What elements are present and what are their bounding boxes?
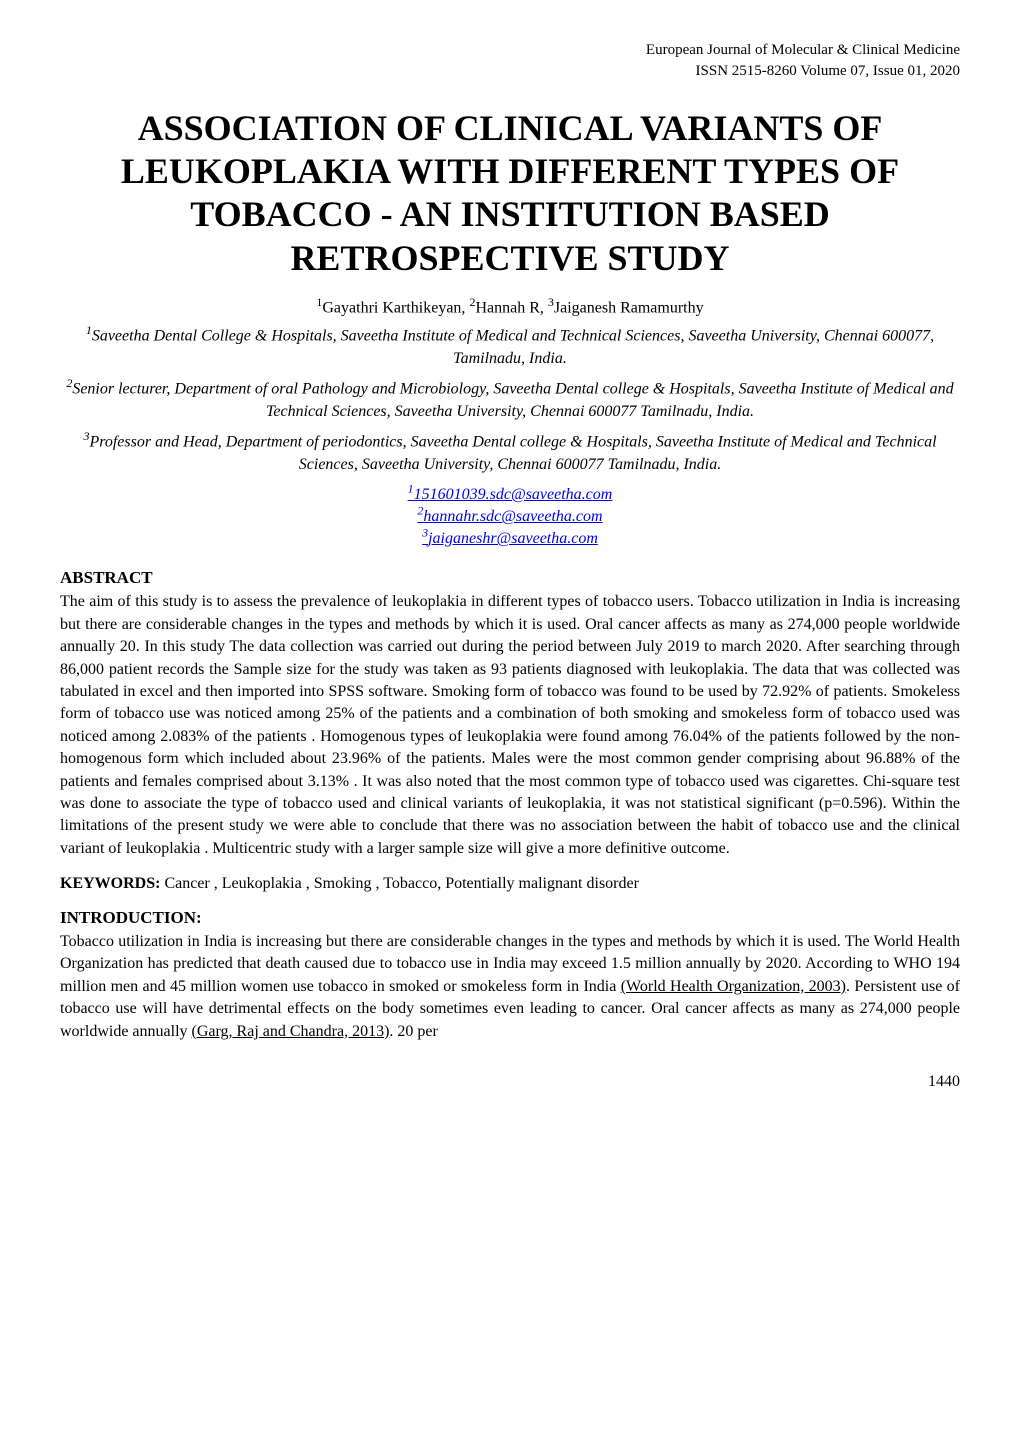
email-text: hannahr.sdc@saveetha.com [423,508,602,525]
email-text: 151601039.sdc@saveetha.com [414,486,613,503]
email-text: jaiganeshr@saveetha.com [428,530,598,547]
citation-ref: (World Health Organization, 2003) [621,978,846,995]
introduction-text: Tobacco utilization in India is increasi… [60,931,960,1043]
citation-ref: (Garg, Raj and Chandra, 2013) [192,1023,390,1040]
authors-list: 1Gayathri Karthikeyan, 2Hannah R, 3Jaiga… [60,295,960,317]
abstract-text: The aim of this study is to assess the p… [60,591,960,860]
author-name: Gayathri Karthikeyan, [322,299,469,316]
affiliation-3: 3Professor and Head, Department of perio… [60,428,960,476]
email-link-1[interactable]: 1151601039.sdc@saveetha.com [408,486,613,503]
issn-volume: ISSN 2515-8260 Volume 07, Issue 01, 2020 [60,61,960,82]
journal-header: European Journal of Molecular & Clinical… [60,40,960,82]
abstract-heading: ABSTRACT [60,568,960,588]
affiliation-2: 2Senior lecturer, Department of oral Pat… [60,375,960,423]
journal-name: European Journal of Molecular & Clinical… [60,40,960,61]
affiliation-text: Professor and Head, Department of period… [89,434,936,473]
introduction-heading: INTRODUCTION: [60,908,960,928]
author-name: Jaiganesh Ramamurthy [554,299,704,316]
author-name: Hannah R, [475,299,547,316]
affiliation-text: Saveetha Dental College & Hospitals, Sav… [92,327,934,366]
keywords-label: KEYWORDS: [60,875,164,892]
email-link-3[interactable]: 3jaiganeshr@saveetha.com [422,530,598,547]
keywords-line: KEYWORDS: Cancer , Leukoplakia , Smoking… [60,875,960,893]
affiliation-text: Senior lecturer, Department of oral Path… [72,381,953,420]
emails-block: 1151601039.sdc@saveetha.com 2hannahr.sdc… [60,481,960,548]
email-link-2[interactable]: 2hannahr.sdc@saveetha.com [417,508,602,525]
affiliation-1: 1Saveetha Dental College & Hospitals, Sa… [60,322,960,370]
keywords-text: Cancer , Leukoplakia , Smoking , Tobacco… [164,875,638,892]
page-number: 1440 [60,1073,960,1091]
paper-title: ASSOCIATION OF CLINICAL VARIANTS OF LEUK… [60,107,960,280]
intro-part3: . 20 per [389,1023,437,1040]
